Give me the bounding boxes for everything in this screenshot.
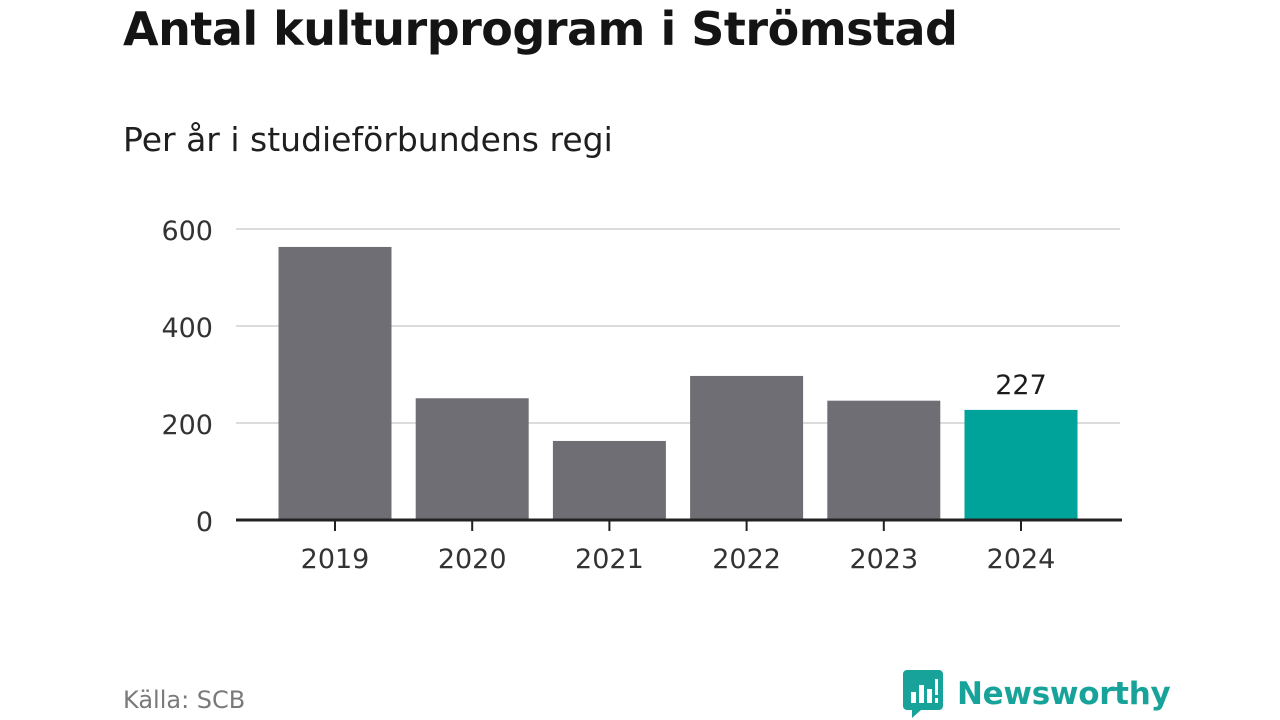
y-axis-ticks: 0 200 400 600 (161, 216, 213, 538)
y-tick-label: 600 (161, 216, 213, 247)
bar-2023 (827, 400, 941, 520)
x-tick-label: 2020 (438, 544, 507, 575)
x-tick-label: 2024 (987, 544, 1056, 575)
data-labels: 227 (995, 370, 1047, 401)
x-axis-ticks: 2019 2020 2021 2022 2023 2024 (301, 520, 1056, 575)
x-tick-label: 2021 (575, 544, 644, 575)
y-tick-label: 200 (161, 410, 213, 441)
bar-2021 (552, 440, 666, 520)
x-tick-label: 2023 (849, 544, 918, 575)
chart-subtitle: Per år i studieförbundens regi (123, 120, 613, 159)
speech-bubble-bar-chart-icon (903, 670, 943, 718)
x-tick-label: 2019 (301, 544, 370, 575)
bar-2019 (278, 246, 392, 520)
data-label: 227 (995, 370, 1047, 401)
y-tick-label: 0 (196, 507, 213, 538)
bar-2022 (690, 375, 804, 520)
x-tick-label: 2022 (712, 544, 781, 575)
bar-2024 (964, 409, 1078, 520)
bars (278, 246, 1078, 520)
brand: Newsworthy (903, 670, 1171, 718)
y-tick-label: 400 (161, 313, 213, 344)
chart-title: Antal kulturprogram i Strömstad (123, 2, 958, 56)
source-note: Källa: SCB (123, 686, 246, 714)
bar-2020 (415, 398, 529, 520)
brand-name: Newsworthy (957, 676, 1171, 712)
